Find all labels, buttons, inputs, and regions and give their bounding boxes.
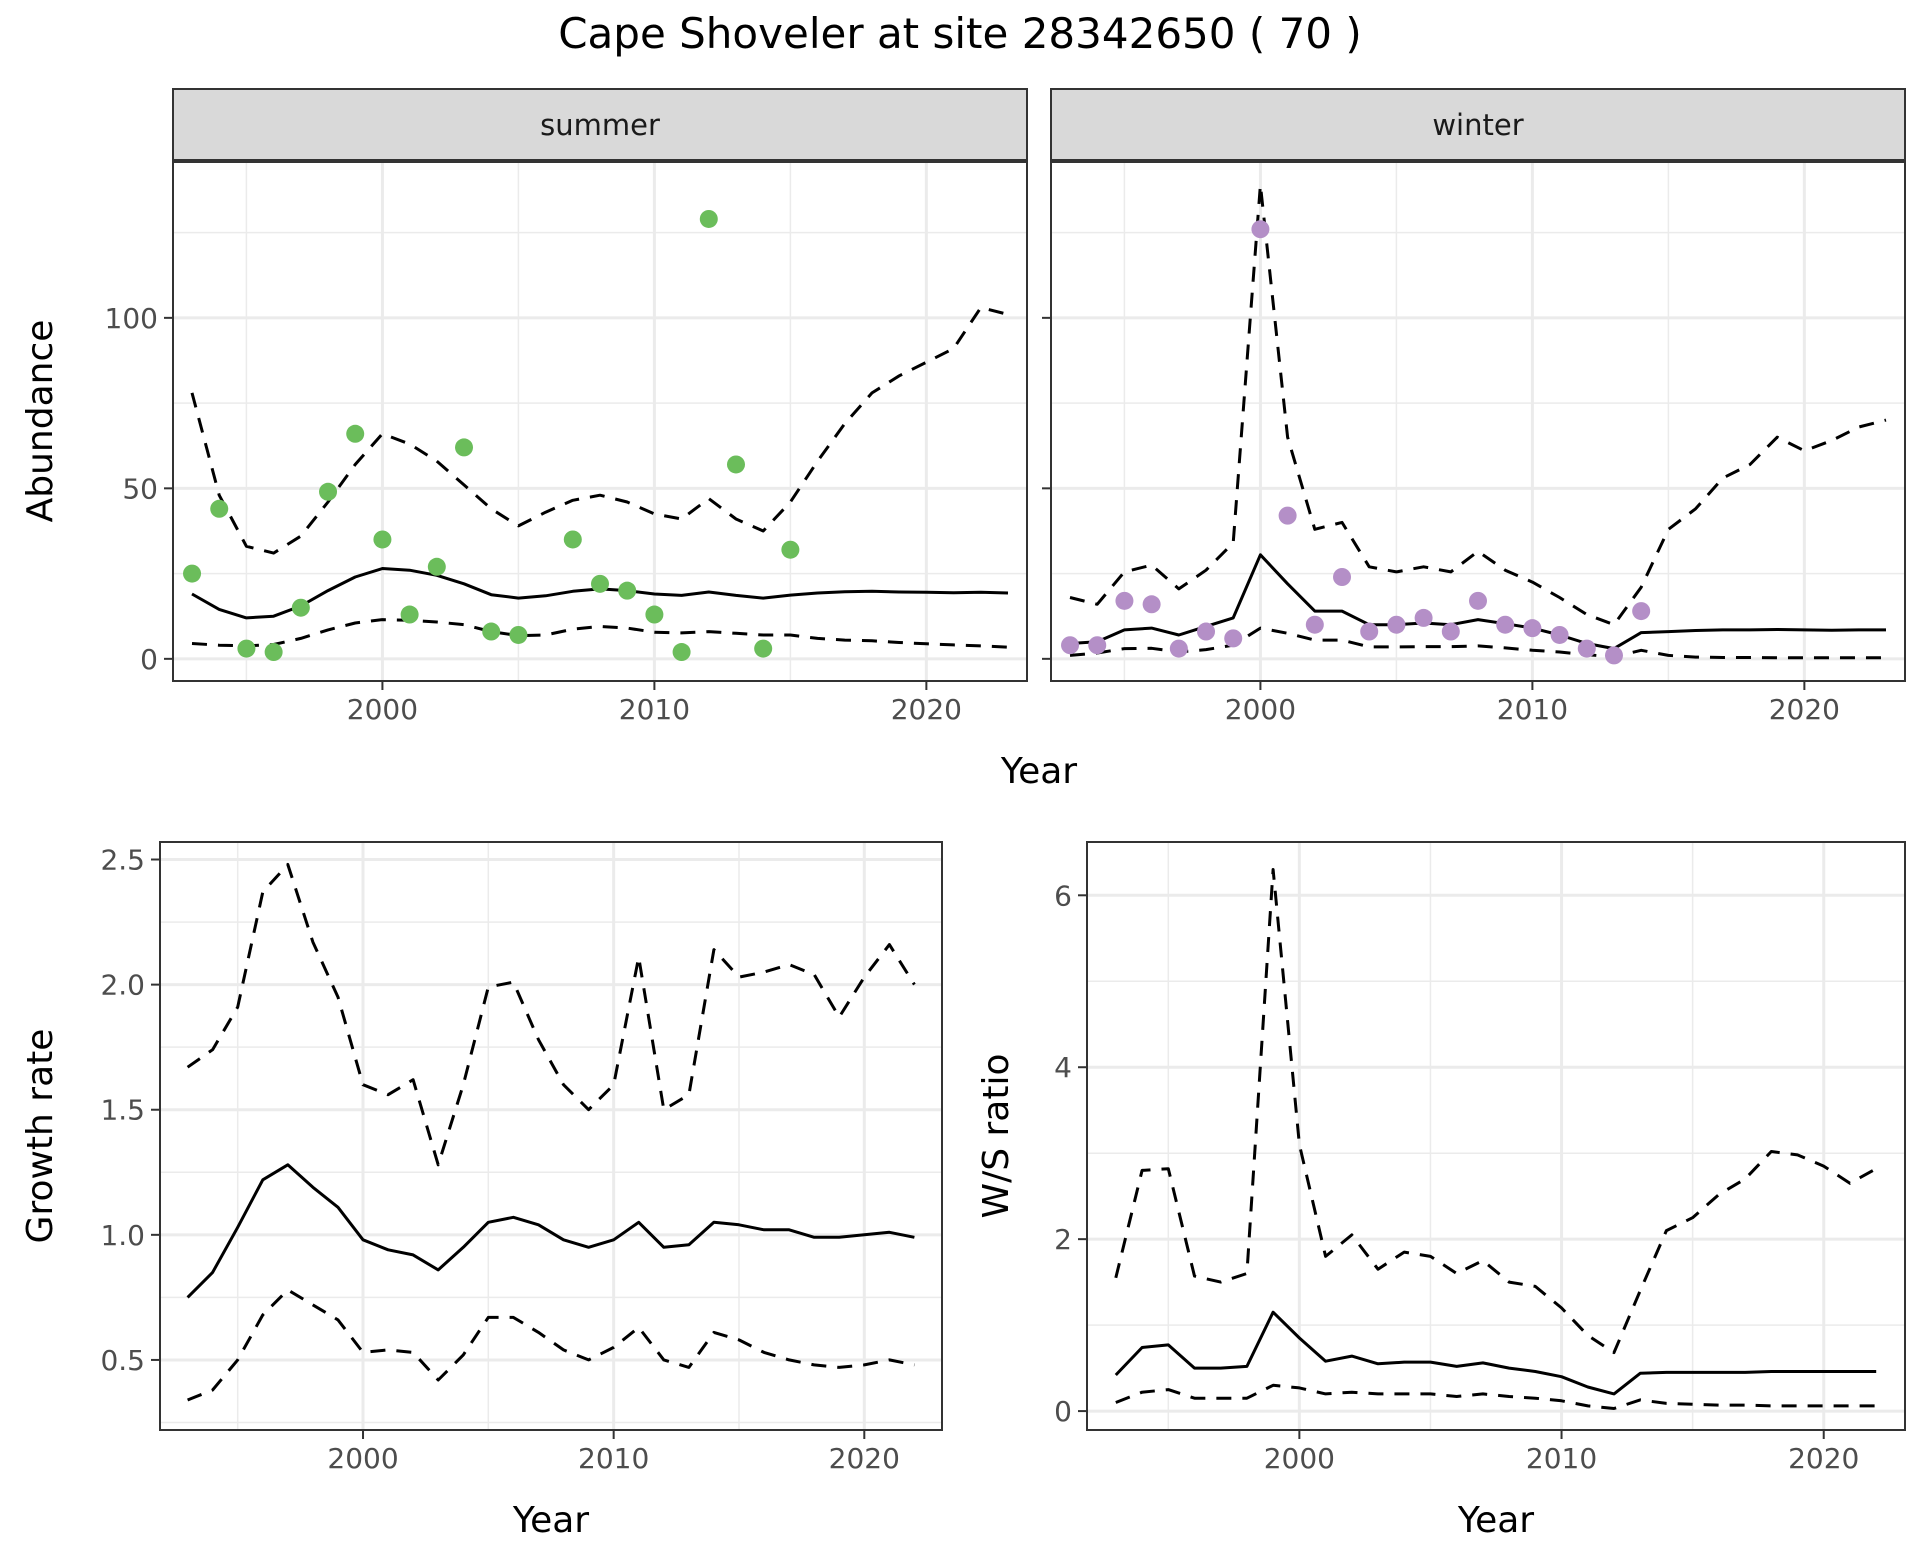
data-point (509, 625, 528, 644)
x-tick-label: 2010 (578, 1442, 649, 1475)
x-tick-label: 2010 (1526, 1442, 1597, 1475)
y-tick-label: 6 (1054, 879, 1072, 912)
top-y-axis-title: Abundance (20, 320, 61, 523)
plot-background (173, 161, 1027, 681)
data-point (1632, 602, 1651, 621)
y-tick-label: 2.5 (100, 844, 145, 877)
growth-x-axis-title: Year (512, 1500, 589, 1541)
data-point (1604, 646, 1623, 665)
x-tick-label: 2010 (1497, 693, 1568, 726)
data-point (1305, 615, 1324, 634)
x-tick-label: 2020 (829, 1442, 900, 1475)
series-line-estimate (186, 1163, 915, 1299)
series-line-lower (1115, 1383, 1877, 1410)
panel-winter: winter 2000 2010 2020 (1042, 88, 1906, 726)
data-point (1469, 591, 1487, 610)
data-point (1523, 619, 1542, 638)
data-point (1251, 220, 1270, 239)
data-point (210, 499, 229, 518)
data-point (319, 482, 338, 501)
data-point (1088, 636, 1107, 655)
data-point (1496, 615, 1515, 634)
data-point (1441, 622, 1460, 641)
y-tick-label: 50 (122, 472, 158, 505)
facet-strip-label: summer (540, 108, 660, 142)
data-point (427, 557, 446, 576)
data-point (346, 424, 365, 443)
y-tick-label: 2 (1054, 1223, 1072, 1256)
ws-x-axis-title: Year (1457, 1500, 1534, 1541)
plot-background (160, 842, 942, 1430)
y-tick-label: 0 (140, 643, 158, 676)
data-point (1577, 639, 1596, 658)
series-line-estimate (1114, 1310, 1877, 1396)
data-point (726, 455, 745, 474)
panel-summer: summer 2000 2010 2020 0 50 100 (105, 88, 1028, 726)
data-point (455, 438, 474, 457)
panel-growth-rate: 2000 2010 2020 0.5 1.0 1.5 2.0 2.5 (100, 841, 943, 1475)
data-point (645, 605, 664, 624)
facet-strip-label: winter (1432, 108, 1523, 142)
series-line-lower (1069, 626, 1886, 660)
data-point (754, 639, 773, 658)
data-point (373, 530, 392, 549)
data-point (1387, 615, 1406, 634)
data-point (1360, 622, 1379, 641)
data-point (482, 622, 501, 641)
data-point (264, 643, 283, 662)
data-point (1550, 625, 1569, 644)
chart-title: Cape Shoveler at site 28342650 ( 70 ) (558, 9, 1362, 58)
top-x-axis-title: Year (1000, 751, 1077, 792)
y-tick-label: 1.0 (100, 1219, 145, 1252)
x-tick-label: 2000 (347, 693, 418, 726)
y-tick-label: 100 (105, 302, 158, 335)
y-tick-label: 0.5 (100, 1344, 145, 1377)
plot-background (1087, 842, 1905, 1430)
data-point (781, 540, 800, 559)
x-tick-label: 2000 (1225, 693, 1296, 726)
x-tick-label: 2000 (1264, 1442, 1335, 1475)
series-line-upper (190, 306, 1009, 555)
data-point (400, 605, 419, 624)
data-point (672, 643, 691, 662)
data-point (563, 530, 582, 549)
panel-ws-ratio: 2000 2010 2020 0 2 4 6 (1054, 841, 1906, 1475)
data-point (1414, 608, 1433, 627)
x-tick-label: 2010 (619, 693, 690, 726)
data-point (699, 209, 718, 228)
x-tick-label: 2000 (327, 1442, 398, 1475)
series-line-upper (1069, 183, 1887, 627)
growth-y-axis-title: Growth rate (20, 1029, 61, 1244)
series-line-lower (187, 1288, 915, 1402)
data-point (1197, 622, 1216, 641)
y-tick-label: 0 (1054, 1395, 1072, 1428)
data-point (618, 581, 637, 600)
data-point (1061, 636, 1080, 655)
data-point (183, 564, 202, 583)
x-tick-label: 2020 (1769, 693, 1840, 726)
data-point (1142, 595, 1161, 614)
x-tick-label: 2020 (891, 693, 962, 726)
data-point (1169, 639, 1188, 658)
data-point (291, 598, 310, 617)
series-line-lower (191, 618, 1009, 649)
y-tick-label: 1.5 (100, 1094, 145, 1127)
series-line-upper (186, 863, 916, 1167)
panel-border (1086, 841, 1906, 1431)
ws-y-axis-title: W/S ratio (976, 1053, 1017, 1218)
facet-strip (1050, 88, 1906, 162)
series-line-upper (1114, 868, 1877, 1355)
data-point (1115, 591, 1134, 610)
data-point (237, 639, 256, 658)
data-point (1224, 629, 1243, 648)
data-point (591, 574, 609, 593)
panel-border (159, 841, 943, 1431)
data-point (1278, 506, 1297, 525)
y-tick-label: 2.0 (100, 969, 145, 1002)
data-point (1333, 568, 1352, 586)
x-tick-label: 2020 (1788, 1442, 1859, 1475)
y-tick-label: 4 (1054, 1051, 1072, 1084)
